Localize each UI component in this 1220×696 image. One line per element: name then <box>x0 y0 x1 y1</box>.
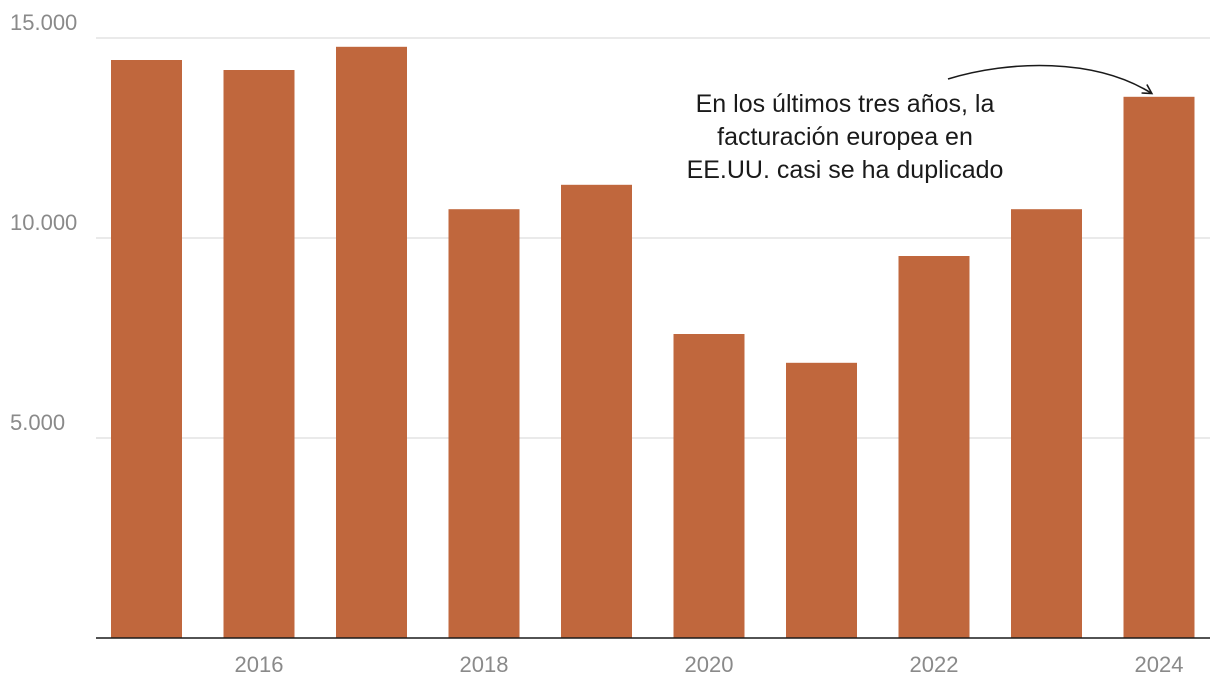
x-tick-label: 2018 <box>460 652 509 677</box>
bar-2015 <box>111 60 182 638</box>
x-axis: 2016 2018 2020 2022 2024 <box>235 652 1184 677</box>
x-tick-label: 2022 <box>910 652 959 677</box>
annotation: En los últimos tres años, la facturación… <box>687 64 1154 184</box>
bars <box>111 46 1195 639</box>
annotation-line-3: EE.UU. casi se ha duplicado <box>687 156 1004 184</box>
x-tick-label: 2020 <box>685 652 734 677</box>
annotation-line-2: facturación europea en <box>717 123 973 151</box>
bar-2019 <box>561 184 632 639</box>
bar-2022 <box>898 256 970 638</box>
bar-2023 <box>1011 209 1082 638</box>
annotation-line-1: En los últimos tres años, la <box>696 90 995 118</box>
x-tick-label: 2016 <box>235 652 284 677</box>
y-tick-label: 15.000 <box>10 10 77 35</box>
y-tick-label: 5.000 <box>10 410 65 435</box>
y-tick-label: 10.000 <box>10 210 77 235</box>
x-tick-label: 2024 <box>1135 652 1184 677</box>
y-axis: 5.000 10.000 15.000 <box>10 10 77 435</box>
bar-2016 <box>223 70 295 638</box>
annotation-arrow <box>947 64 1154 95</box>
bar-2021 <box>786 362 857 638</box>
bar-2020 <box>673 334 745 638</box>
bar-2017 <box>336 46 407 639</box>
bar-2018 <box>448 209 520 638</box>
bar-2024 <box>1123 96 1195 639</box>
